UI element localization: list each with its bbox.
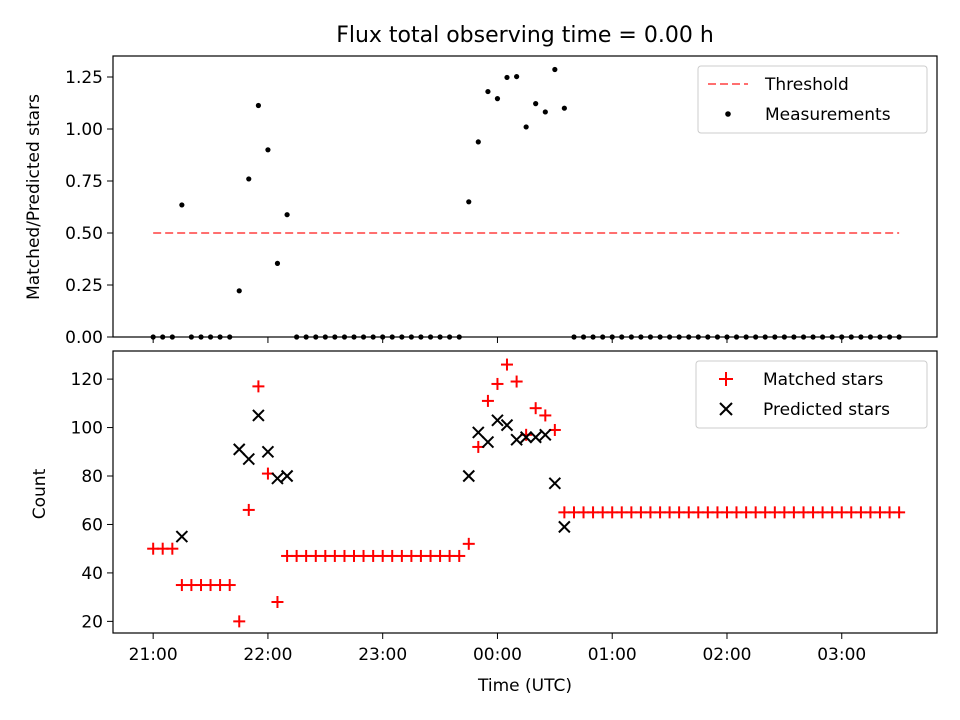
measurements-legend-label: Measurements [765,105,891,125]
measurement-point [475,139,481,145]
x-tick-label: 21:00 [129,645,178,665]
matched-star-point [510,375,523,388]
bottom-y-tick-label: 120 [71,370,103,390]
bottom-y-axis: 20 40 60 80 100 120 [71,370,113,632]
matched-star-point [462,537,475,550]
predicted-star-point [242,452,255,466]
top-legend-box [697,65,928,134]
measurements-legend-swatch [725,111,731,117]
x-tick-label: 02:00 [702,645,751,665]
predicted-star-point [175,530,189,543]
top-y-tick-label: 1.25 [65,68,103,88]
figure-title: Flux total observing time = 0.00 h [336,23,714,48]
predicted-star-point [539,428,552,442]
measurement-point [514,73,520,80]
matched-star-point [233,615,246,628]
matched-star-point [491,377,504,390]
predicted-star-point [252,409,265,422]
measurement-point [523,124,529,130]
predicted-legend-swatch [719,402,733,416]
predicted-star-point [500,418,514,432]
threshold-legend-label: Threshold [764,75,849,95]
measurement-point [466,199,472,205]
measurement-point [255,102,262,109]
bottom-plot-area [147,358,906,628]
measurement-point [274,260,281,266]
measurement-point [236,288,242,294]
top-legend: Threshold Measurements [697,65,928,134]
bottom-x-axis: 21:00 22:00 23:00 00:00 01:00 02:00 03:00 [129,633,866,665]
matched-star-point [539,409,552,422]
predicted-star-point [481,435,495,449]
bottom-y-tick-label: 60 [81,515,103,535]
top-y-axis: 0.00 0.25 0.50 0.75 1.00 1.25 [65,68,113,348]
x-axis-label: Time (UTC) [477,676,572,696]
x-tick-label: 01:00 [588,645,637,665]
matched-star-point [453,549,466,562]
measurement-point [561,105,567,111]
x-tick-label: 23:00 [358,645,407,665]
top-axes-frame [112,55,938,338]
predicted-star-point [510,433,523,446]
bottom-y-axis-label: Count [30,468,50,519]
bottom-axes-frame [112,350,938,634]
top-y-tick-label: 0.00 [65,328,103,348]
top-x-axis-ticks [152,337,843,343]
matched-legend-label: Matched stars [763,370,883,390]
predicted-star-point [519,431,533,444]
matched-legend-swatch [719,372,733,386]
bottom-y-tick-label: 40 [81,564,103,584]
predicted-star-point [280,469,294,483]
measurement-point [265,147,271,153]
top-panel: 0.00 0.25 0.50 0.75 1.00 1.25 Matched/Predict… [24,55,938,348]
bottom-legend: Matched stars Predicted stars [695,360,928,429]
measurement-point [485,88,491,95]
bottom-y-tick-label: 20 [81,612,103,632]
matched-star-point [529,402,542,415]
predicted-legend-label: Predicted stars [763,400,890,420]
measurement-point [494,96,501,102]
bottom-y-tick-label: 80 [81,467,103,487]
measurement-point [533,101,539,107]
matched-star-point [893,506,906,519]
measurement-point [542,109,548,115]
matched-star-point [252,380,265,393]
measurement-point [246,176,252,182]
predicted-star-point [233,443,246,456]
predicted-star-point [472,426,485,439]
bottom-y-tick-label: 100 [71,419,103,439]
matched-star-point [271,595,284,608]
measurement-point [284,212,290,218]
top-y-tick-label: 0.50 [65,224,103,244]
measurement-point [504,74,510,81]
predicted-star-point [548,477,562,490]
matched-star-point [500,358,513,371]
top-y-tick-label: 0.25 [65,276,103,296]
measurement-point [552,66,558,73]
predicted-star-point [491,414,504,427]
predicted-star-point [558,520,571,534]
top-y-axis-label: Matched/Predicted stars [24,94,44,300]
top-y-tick-label: 1.00 [65,120,103,140]
top-y-tick-label: 0.75 [65,172,103,192]
matched-star-point [242,503,255,516]
predicted-star-point [529,431,542,444]
bottom-panel: 20 40 60 80 100 120 21:00 22:00 23:00 00:00 01:00… [30,350,938,696]
x-tick-label: 00:00 [473,645,522,665]
bottom-legend-box [695,360,928,429]
matched-star-point [481,394,494,407]
matched-star-point [166,542,179,555]
measurement-point [179,202,185,208]
x-tick-label: 03:00 [817,645,866,665]
predicted-star-point [271,472,284,485]
matched-star-point [223,579,236,592]
predicted-star-point [261,445,275,458]
predicted-star-point [462,469,475,483]
x-tick-label: 22:00 [243,645,292,665]
